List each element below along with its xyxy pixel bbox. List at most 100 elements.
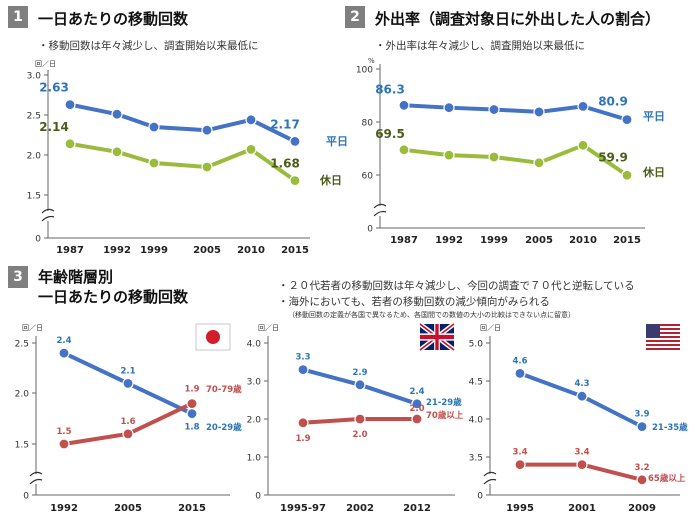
chart2-y-unit-label: % xyxy=(368,57,375,65)
chart5-axis-break-lower xyxy=(483,478,497,485)
chart1-series-1-point xyxy=(111,108,123,120)
chart1-series-1-data-label: 2.17 xyxy=(270,117,300,131)
chart5-series-1-data-label: 4.6 xyxy=(512,356,527,366)
chart2-series-2-point xyxy=(443,149,455,161)
chart3-series-1-data-label: 2.4 xyxy=(56,336,71,346)
chart4-x-tick-label: 1995-97 xyxy=(280,503,326,514)
chart2-series-1-point xyxy=(398,99,410,111)
chart4-y-tick-label: 2.0 xyxy=(247,416,262,426)
chart2-series-1-point xyxy=(443,102,455,114)
chart3-series-2-data-label: 1.9 xyxy=(184,385,199,395)
chart4-series-1-name-label: 21-29歳 xyxy=(426,397,462,408)
japan-flag-icon xyxy=(195,323,231,351)
chart1-y-tick-label: 2.0 xyxy=(27,152,42,162)
chart1-x-tick-label: 1992 xyxy=(103,245,131,256)
chart3-series-1-point xyxy=(58,347,70,359)
chart1-series-1-point xyxy=(289,135,301,147)
chart4-series-2-point xyxy=(411,413,423,425)
chart4-series-2-point xyxy=(297,417,309,429)
chart2-series-2-point xyxy=(621,169,633,181)
chart5-series-1-data-label: 3.9 xyxy=(634,410,649,420)
chart4-y-tick-label: 0 xyxy=(255,492,261,502)
chart5-y-tick-label: 4.0 xyxy=(469,416,484,426)
chart1-series-2-data-label: 2.14 xyxy=(39,120,69,134)
chart2-series-2-point xyxy=(577,139,589,151)
chart2-axis-break-lower xyxy=(373,210,387,217)
section-1-title: 一日あたりの移動回数 xyxy=(38,10,189,28)
chart1-x-tick-label: 1999 xyxy=(140,245,168,256)
chart1-series-1-point xyxy=(201,124,213,136)
chart4-series-2-data-label: 2.0 xyxy=(352,430,367,440)
chart4-series-1-data-label: 3.3 xyxy=(295,353,310,363)
chart1-series-2-point xyxy=(111,146,123,158)
chart2-y-tick-label: 0 xyxy=(367,225,373,235)
chart3-axis-break-lower xyxy=(29,478,43,485)
section-2-note: ・外出率は年々減少し、調査開始以来最低に xyxy=(375,40,585,52)
chart4-y-unit-label: 回／日 xyxy=(258,324,279,332)
chart1-x-tick-label: 2015 xyxy=(281,245,309,256)
chart2-y-tick-label: 80 xyxy=(362,119,374,129)
chart1-series-1-data-label: 2.63 xyxy=(39,81,69,95)
chart3-series-1-data-label: 1.8 xyxy=(184,423,199,433)
chart3-series-1-name-label: 20-29歳 xyxy=(206,422,242,433)
chart2-series-1-data-label: 80.9 xyxy=(598,95,628,109)
chart2-series-2-name-label: 休日 xyxy=(642,165,665,179)
chart1-series-1-point xyxy=(148,121,160,133)
chart3-axis-break-upper xyxy=(29,471,43,477)
chart2-x-tick-label: 1999 xyxy=(480,235,508,246)
chart2-x-tick-label: 1992 xyxy=(435,235,463,246)
chart5-x-tick-label: 2009 xyxy=(628,503,656,514)
chart2-x-tick-label: 2005 xyxy=(525,235,553,246)
chart3-y-tick-label: 0 xyxy=(23,492,29,502)
chart3-series-2-data-label: 1.6 xyxy=(120,417,135,427)
chart1-axis-break-lower xyxy=(41,215,55,222)
chart1-series-2-point xyxy=(201,161,213,173)
chart4-series-1-point xyxy=(411,398,423,410)
section-3-title-line1: 年齢階層別 xyxy=(38,268,114,286)
chart5-axis-break-upper xyxy=(483,471,497,477)
chart1-series-2-point xyxy=(148,157,160,169)
chart5-series-2-name-label: 65歳以上 xyxy=(648,473,686,484)
chart3-series-1-point xyxy=(186,408,198,420)
chart2-series-1-point xyxy=(577,100,589,112)
usa-flag-icon xyxy=(646,324,680,350)
chart3-series-2-name-label: 70-79歳 xyxy=(206,384,242,395)
section-1-note: ・移動回数は年々減少し、調査開始以来最低に xyxy=(38,40,259,52)
chart2-axis-break-upper xyxy=(373,203,387,209)
chart1-series-2-point xyxy=(64,138,76,150)
chart1-x-tick-label: 2005 xyxy=(193,245,221,256)
chart2-y-tick-label: 100 xyxy=(356,66,373,76)
chart3-x-tick-label: 2015 xyxy=(178,503,206,514)
chart2-y-tick-label: 60 xyxy=(362,172,374,182)
chart2-x-tick-label: 1987 xyxy=(390,235,418,246)
chart5-y-tick-label: 5.0 xyxy=(469,340,484,350)
chart1-y-tick-label: 0 xyxy=(35,235,41,245)
chart5-series-2-data-label: 3.2 xyxy=(634,463,649,473)
chart2-series-1-point xyxy=(488,103,500,116)
chart1-axis-break-upper xyxy=(41,208,55,214)
chart2-series-2-point xyxy=(488,151,500,163)
chart3-y-tick-label: 1.5 xyxy=(15,441,29,451)
chart3-series-2-data-label: 1.5 xyxy=(56,427,71,437)
chart5-series-2-point xyxy=(636,474,648,486)
section-3-number: 3 xyxy=(8,266,28,288)
chart3-x-tick-label: 1992 xyxy=(50,503,78,514)
chart1-series-1-point xyxy=(64,98,76,111)
chart5-x-tick-label: 2001 xyxy=(568,503,596,514)
chart5-series-2-point xyxy=(576,459,588,471)
chart2-series-1-point xyxy=(621,114,633,126)
chart1-series-1-point xyxy=(245,114,257,126)
chart1-series-1-name-label: 平日 xyxy=(326,135,348,148)
chart4-series-2-point xyxy=(354,413,366,425)
chart1-series-2-point xyxy=(289,175,301,187)
chart2-series-1-name-label: 平日 xyxy=(643,110,665,123)
chart3-y-tick-label: 2.0 xyxy=(15,390,30,400)
chart5-y-tick-label: 3.5 xyxy=(469,454,483,464)
chart1-y-unit-label: 回／日 xyxy=(35,60,56,68)
chart5-series-2-data-label: 3.4 xyxy=(574,448,589,458)
chart1-y-tick-label: 2.5 xyxy=(27,112,41,122)
chart2-series-2-data-label: 59.9 xyxy=(598,150,628,164)
chart5-series-2-data-label: 3.4 xyxy=(512,448,527,458)
chart2-series-2-point xyxy=(533,157,545,169)
